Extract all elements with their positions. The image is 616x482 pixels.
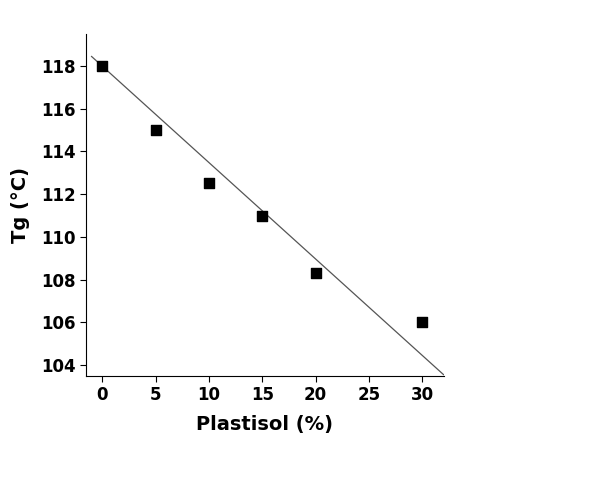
X-axis label: Plastisol (%): Plastisol (%) [197, 415, 333, 434]
Point [204, 180, 214, 187]
Point [151, 126, 161, 134]
Y-axis label: Tg (°C): Tg (°C) [11, 167, 30, 243]
Point [257, 212, 267, 219]
Point [310, 269, 320, 277]
Point [417, 319, 427, 326]
Point [97, 62, 107, 70]
